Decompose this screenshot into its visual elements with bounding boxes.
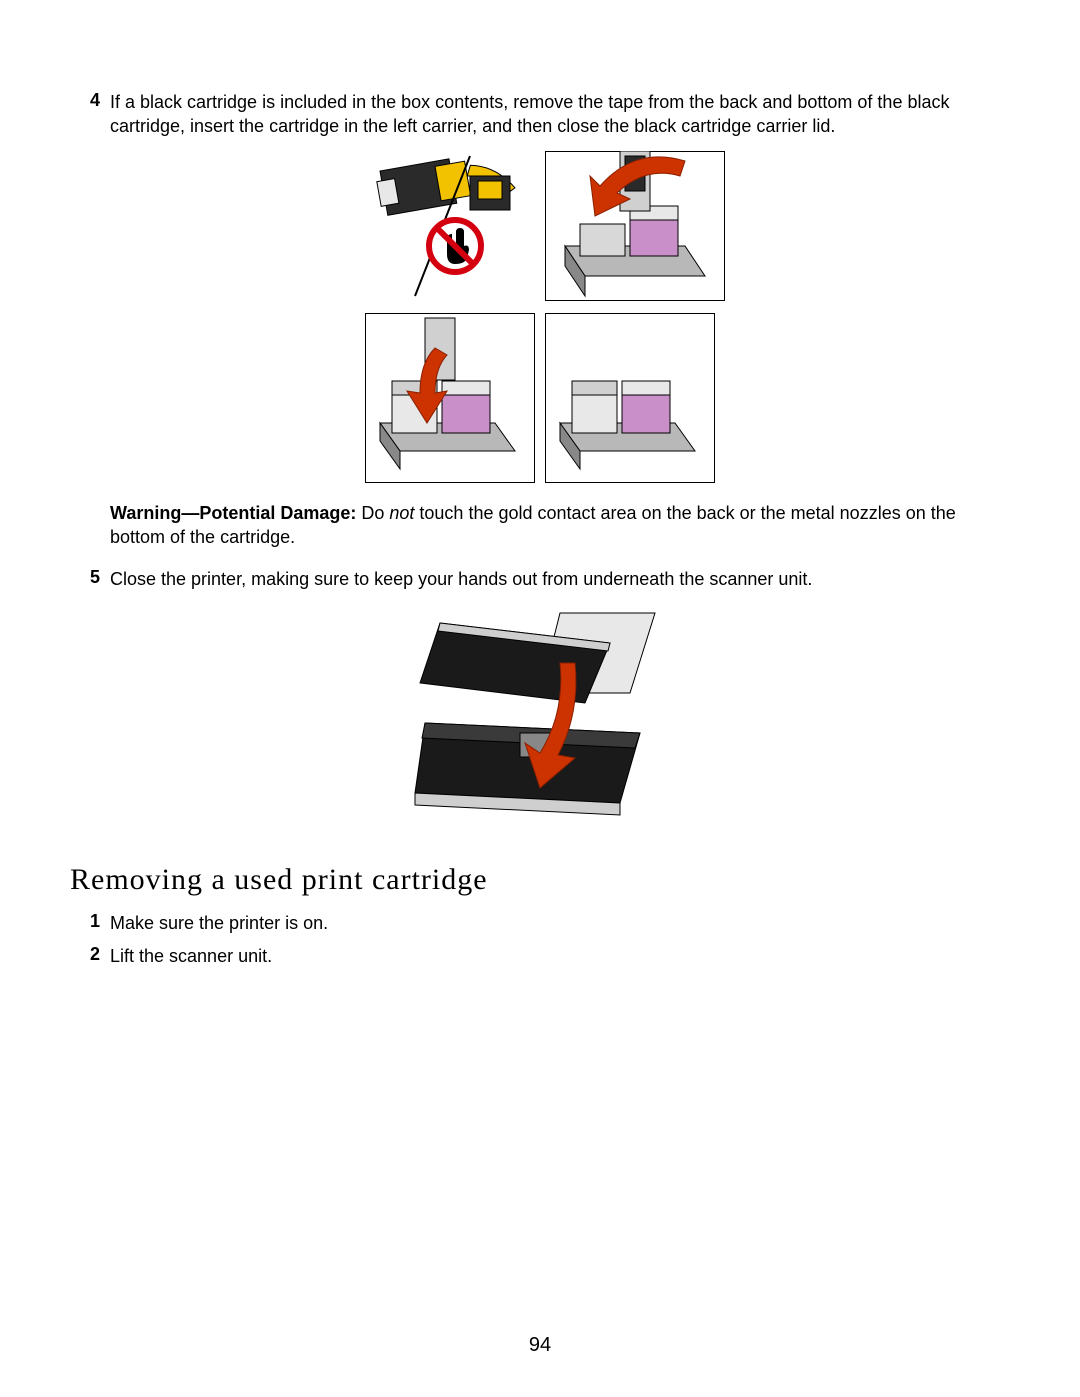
removal-step-1-text: Make sure the printer is on. [110, 911, 1010, 935]
figure-row-2 [70, 313, 1010, 483]
figure-row-3 [70, 603, 1010, 823]
figure-row-1 [70, 151, 1010, 301]
removal-step-1-number: 1 [70, 911, 110, 935]
step-4-number: 4 [70, 90, 110, 139]
step-5-number: 5 [70, 567, 110, 591]
warning-em: not [389, 503, 414, 523]
figure-insert-cartridge-icon [545, 151, 725, 301]
figure-remove-tape-icon [355, 151, 535, 301]
removal-step-2: 2 Lift the scanner unit. [70, 944, 1010, 968]
warning-label: Warning—Potential Damage: [110, 503, 356, 523]
figure-carrier-closed-icon [545, 313, 715, 483]
warning-pre: Do [356, 503, 389, 523]
removal-step-1: 1 Make sure the printer is on. [70, 911, 1010, 935]
section-heading: Removing a used print cartridge [70, 863, 1010, 897]
step-4: 4 If a black cartridge is included in th… [70, 90, 1010, 139]
step-4-text: If a black cartridge is included in the … [110, 90, 1010, 139]
warning-block: Warning—Potential Damage: Do not touch t… [110, 501, 1010, 550]
removal-step-2-number: 2 [70, 944, 110, 968]
figure-close-printer-icon [410, 603, 670, 823]
step-5: 5 Close the printer, making sure to keep… [70, 567, 1010, 591]
removal-step-2-text: Lift the scanner unit. [110, 944, 1010, 968]
page-number: 94 [0, 1334, 1080, 1357]
manual-page: 4 If a black cartridge is included in th… [0, 0, 1080, 1397]
figure-carrier-open-icon [365, 313, 535, 483]
step-5-text: Close the printer, making sure to keep y… [110, 567, 1010, 591]
